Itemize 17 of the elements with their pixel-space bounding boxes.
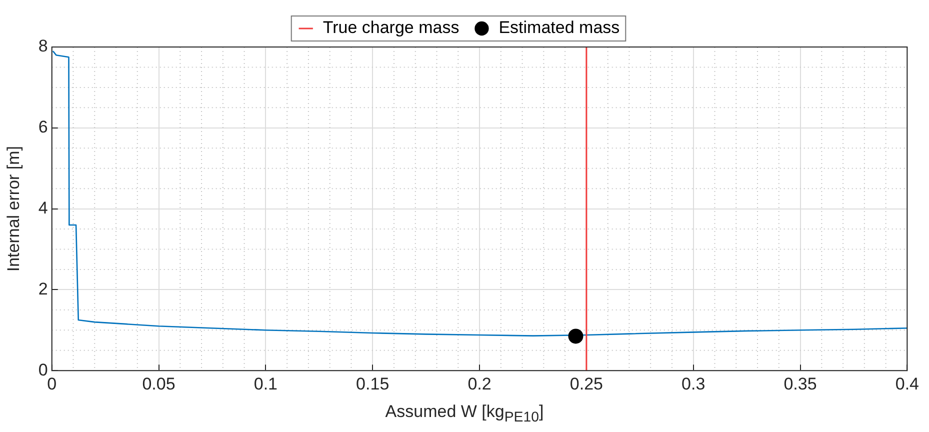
x-tick-label: 0.4 bbox=[895, 374, 920, 394]
legend-label: True charge mass bbox=[322, 18, 460, 38]
legend-label: Estimated mass bbox=[498, 18, 620, 38]
y-tick-label: 0 bbox=[38, 360, 48, 380]
y-axis-title: Internal error [m] bbox=[4, 146, 23, 272]
x-tick-label: 0.35 bbox=[784, 374, 817, 394]
x-tick-label: 0.05 bbox=[142, 374, 176, 394]
y-tick-label: 8 bbox=[38, 36, 48, 56]
x-axis-title: Assumed W [kg$_{PE10}$] bbox=[384, 402, 545, 426]
x-tick-label: 0.1 bbox=[254, 374, 278, 394]
x-tick-label: 0.25 bbox=[570, 374, 603, 394]
x-tick-label: 0.15 bbox=[356, 374, 390, 394]
y-tick-label: 4 bbox=[38, 198, 48, 218]
x-tick-label: 0.3 bbox=[682, 374, 706, 394]
x-tick-label: 0.2 bbox=[468, 374, 492, 394]
y-tick-label: 6 bbox=[38, 118, 48, 137]
y-tick-label: 2 bbox=[38, 279, 48, 298]
